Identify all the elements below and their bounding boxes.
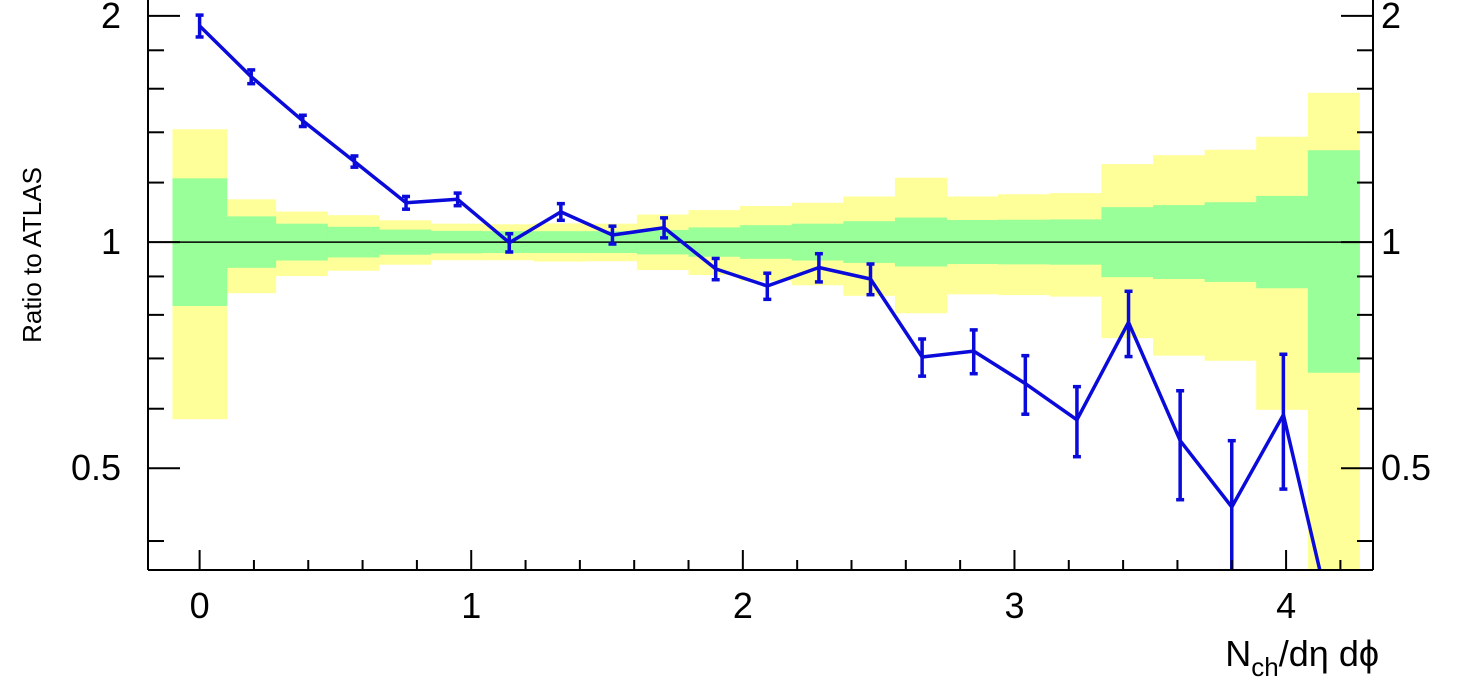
y-tick-label-right: 0.5 [1381, 447, 1431, 488]
y-axis-title: Ratio to ATLAS [17, 167, 47, 343]
x-axis-title: Nch/dη dϕ [1225, 633, 1379, 682]
y-tick-label-left: 2 [101, 0, 121, 36]
x-tick-label: 3 [1004, 585, 1024, 626]
axes [147, 0, 1374, 571]
x-tick-label: 0 [190, 585, 210, 626]
y-tick-label-left: 1 [101, 221, 121, 262]
y-tick-label-right: 1 [1381, 221, 1401, 262]
x-tick-label: 4 [1276, 585, 1296, 626]
y-tick-label-right: 2 [1381, 0, 1401, 36]
x-axis-title-subscript: ch [1251, 652, 1278, 682]
x-axis-title-rest: /dη dϕ [1279, 633, 1379, 674]
x-axis-title-main: N [1225, 633, 1251, 674]
outer-uncertainty-band [172, 92, 1360, 570]
x-tick-label: 2 [733, 585, 753, 626]
series-group [195, 13, 1322, 570]
inner-band-bin [1307, 150, 1360, 373]
y-tick-label-left: 0.5 [71, 447, 121, 488]
x-tick-label: 1 [461, 585, 481, 626]
tick-labels: 0 1 2 3 4 0.5 0.5 1 1 2 2 [71, 0, 1431, 626]
